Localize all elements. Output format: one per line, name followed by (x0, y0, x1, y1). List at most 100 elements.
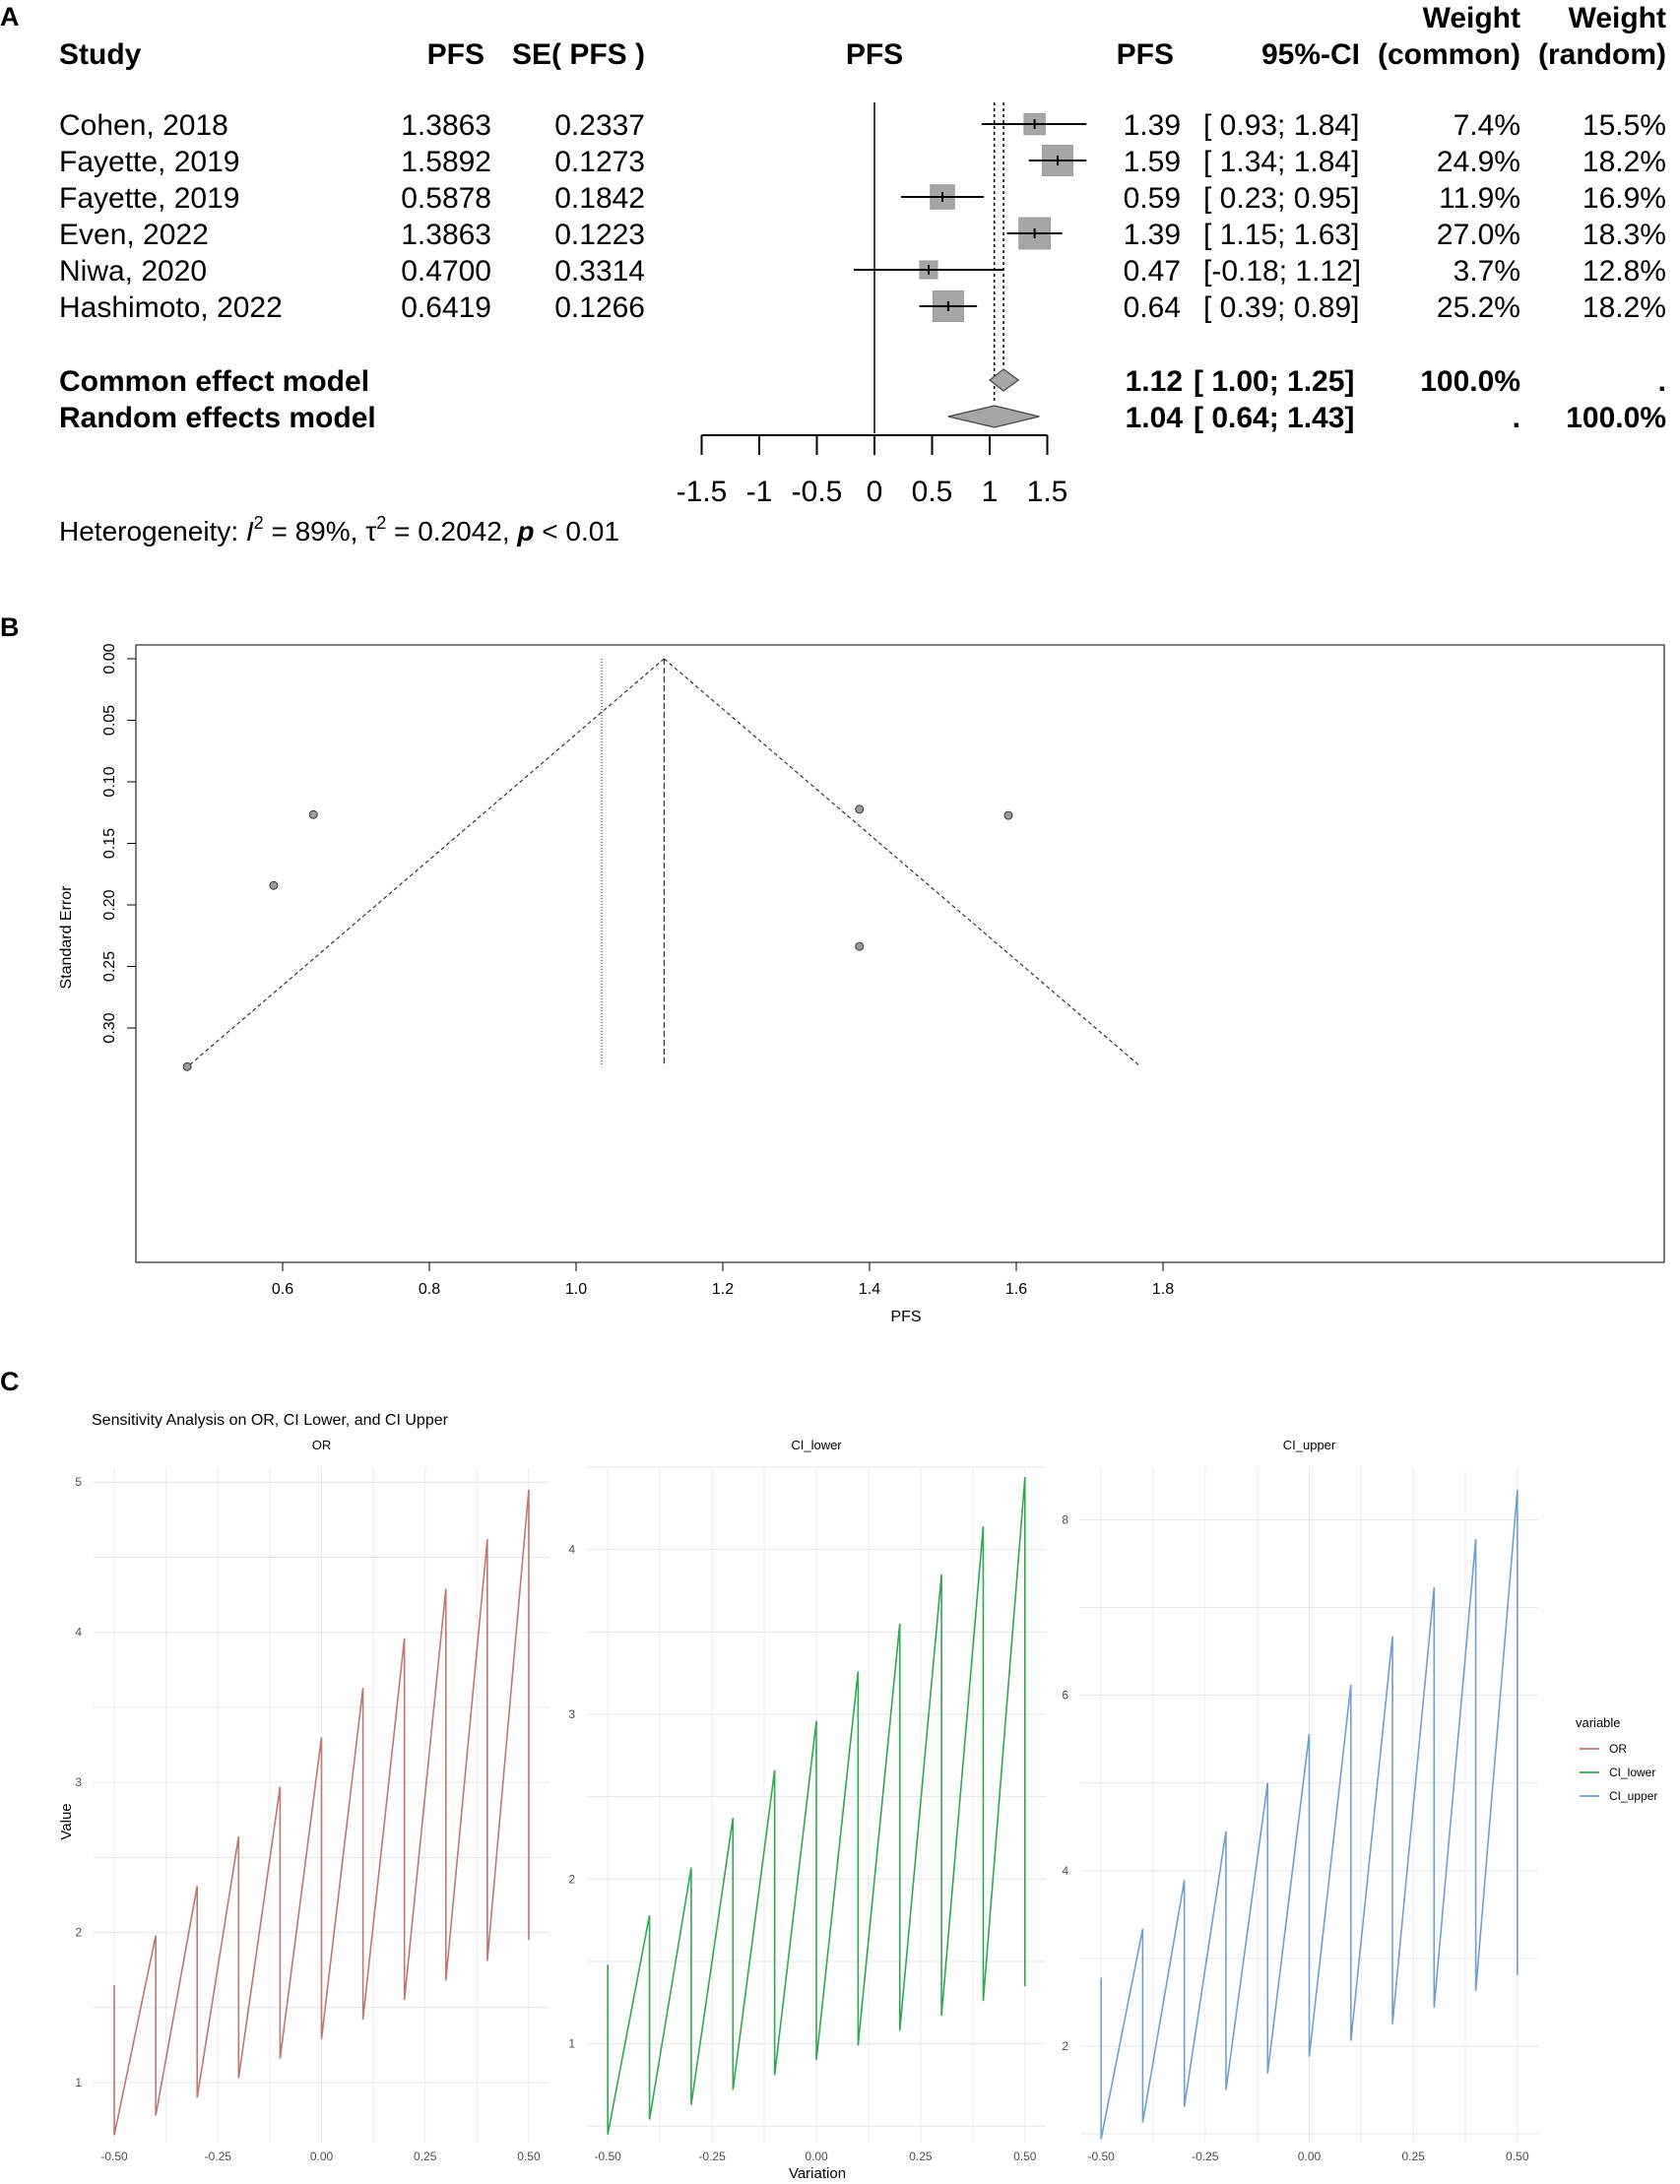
sensitivity-x-axis-label: Variation (789, 2165, 846, 2182)
panel-label-a: A (0, 2, 20, 32)
header-pfs: PFS (427, 38, 485, 71)
study-weight-random: 16.9% (1583, 182, 1666, 215)
funnel-x-tick-label: 0.6 (272, 1281, 293, 1298)
study-ci: [ 0.39; 0.89] (1203, 291, 1359, 324)
study-row: Niwa, 2020 0.4700 0.3314 0.47 [-0.18; 1.… (59, 255, 1666, 288)
study-ci: [ 0.23; 0.95] (1203, 182, 1359, 215)
sensitivity-title: Sensitivity Analysis on OR, CI Lower, an… (92, 1412, 449, 1429)
funnel-left-bound (187, 658, 665, 1067)
funnel-right-bound (664, 658, 1141, 1067)
study-name: Even, 2022 (59, 219, 209, 251)
legend-label: OR (1609, 1742, 1627, 1756)
facet-y-tick-label: 6 (1062, 1689, 1068, 1702)
legend-label: CI_upper (1609, 1789, 1657, 1803)
forest-x-tick-label: 0 (867, 476, 883, 508)
heterogeneity-tau-sup: 2 (376, 513, 386, 533)
panel-label-b: B (0, 612, 20, 642)
funnel-y-tick-label: 0.20 (101, 889, 118, 920)
forest-graphic: -1.5 -1 -0.5 0 0.5 1 1.5 (677, 102, 1087, 508)
funnel-y-tick-label: 0.30 (101, 1012, 118, 1043)
header-weight-common-2: (common) (1378, 38, 1520, 71)
study-weight-common: 24.9% (1437, 146, 1520, 178)
facet-y-tick-label: 8 (1062, 1512, 1068, 1526)
study-pfs: 1.3863 (401, 219, 491, 251)
funnel-y-tick-label: 0.10 (101, 766, 118, 797)
study-row: Hashimoto, 2022 0.6419 0.1266 0.64 [ 0.3… (59, 291, 1666, 324)
study-estimate: 0.64 (1124, 291, 1181, 324)
study-ci: [ 1.34; 1.84] (1203, 146, 1359, 178)
study-estimate: 0.47 (1124, 255, 1181, 288)
study-se: 0.1273 (554, 146, 645, 178)
study-estimate: 1.39 (1124, 109, 1181, 142)
facet-x-tick-label: 0.00 (310, 2150, 334, 2163)
facet-x-tick-label: 0.25 (414, 2150, 437, 2163)
model-row: Random effects model 1.04 [ 0.64; 1.43] … (59, 402, 1666, 434)
funnel-point (855, 804, 865, 814)
study-se: 0.1223 (554, 219, 645, 251)
sensitivity-y-axis-label: Value (58, 1803, 75, 1839)
facet-x-tick-label: 0.50 (1013, 2150, 1037, 2163)
model-estimate: 1.12 (1126, 365, 1183, 398)
header-plot-pfs: PFS (846, 38, 903, 71)
facet-y-tick-label: 3 (75, 1775, 82, 1789)
facet-x-tick-label: 0.00 (805, 2150, 828, 2163)
funnel-point (1003, 810, 1013, 820)
study-weight-common: 27.0% (1437, 219, 1520, 251)
facet-x-tick-label: -0.50 (1087, 2150, 1115, 2163)
study-se: 0.1842 (554, 182, 645, 215)
facet-x-tick-label: 0.00 (1298, 2150, 1322, 2163)
facet-title: OR (312, 1438, 332, 1452)
heterogeneity-p-value: < 0.01 (535, 516, 619, 546)
study-name: Niwa, 2020 (59, 255, 207, 288)
facet-x-tick-label: 0.25 (909, 2150, 933, 2163)
forest-x-tick-label: -1 (746, 476, 773, 508)
forest-x-tick-label: 1.5 (1027, 476, 1068, 508)
study-weight-random: 18.2% (1583, 291, 1666, 324)
panel-label-c: C (0, 1367, 20, 1396)
funnel-x-tick-label: 1.0 (565, 1281, 587, 1298)
model-name: Common effect model (59, 365, 369, 398)
funnel-y-tick-label: 0.25 (101, 951, 118, 982)
forest-x-tick-label: 0.5 (912, 476, 953, 508)
funnel-y-tick-label: 0.00 (101, 643, 118, 674)
funnel-point (269, 880, 279, 890)
facet-y-tick-label: 2 (568, 1872, 575, 1886)
facet-x-tick-label: -0.50 (595, 2150, 622, 2163)
facet-y-tick-label: 4 (1062, 1864, 1068, 1878)
study-ci: [-0.18; 1.12] (1203, 255, 1361, 288)
study-estimate: 1.59 (1124, 146, 1181, 178)
header-weight-random-2: (random) (1538, 38, 1666, 71)
model-name: Random effects model (59, 402, 376, 434)
funnel-graphic: 0.6 0.8 1.0 1.2 1.4 1.6 1.8 0.00 0.05 0.10 0.15 0.2… (101, 643, 1665, 1298)
study-weight-common: 3.7% (1454, 255, 1520, 288)
facet-x-tick-label: 0.25 (1402, 2150, 1426, 2163)
study-se: 0.3314 (554, 255, 645, 288)
facet-y-tick-label: 3 (568, 1707, 575, 1721)
legend: OR CI_lower CI_upper (1580, 1742, 1657, 1803)
study-weight-common: 11.9% (1439, 182, 1520, 215)
facet-y-tick-label: 2 (75, 1926, 82, 1940)
sensitivity-graphic: OR 1 2 3 4 5 -0.50 -0.25 0.00 0.25 0.50 CI_lower 1 2 3… (75, 1438, 1538, 2163)
study-weight-random: 18.2% (1583, 146, 1666, 178)
model-ci: [ 1.00; 1.25] (1194, 365, 1354, 398)
model-estimate: 1.04 (1126, 402, 1184, 434)
heterogeneity-tau-value: = 0.2042, (386, 516, 517, 546)
forest-plot-panel: A Study PFS SE( PFS ) PFS PFS 95%-CI Wei… (0, 2, 1666, 546)
series-line-ci-upper (1100, 1490, 1518, 2140)
facet-x-tick-label: -0.25 (205, 2150, 232, 2163)
model-weight-common: . (1513, 402, 1520, 434)
study-name: Hashimoto, 2022 (59, 291, 283, 324)
study-row: Fayette, 2019 0.5878 0.1842 0.59 [ 0.23;… (59, 182, 1666, 215)
facet-y-tick-label: 1 (568, 2037, 575, 2051)
study-weight-common: 7.4% (1454, 109, 1520, 142)
study-ci: [ 1.15; 1.63] (1203, 219, 1359, 251)
study-se: 0.2337 (554, 109, 645, 142)
header-weight-random-1: Weight (1569, 2, 1666, 34)
study-name: Cohen, 2018 (59, 109, 228, 142)
study-pfs: 0.6419 (401, 291, 491, 324)
funnel-point (182, 1061, 192, 1071)
funnel-y-axis-label: Standard Error (58, 885, 75, 990)
facet-y-tick-label: 2 (1062, 2039, 1068, 2053)
study-row: Cohen, 2018 1.3863 0.2337 1.39 [ 0.93; 1… (59, 109, 1666, 142)
